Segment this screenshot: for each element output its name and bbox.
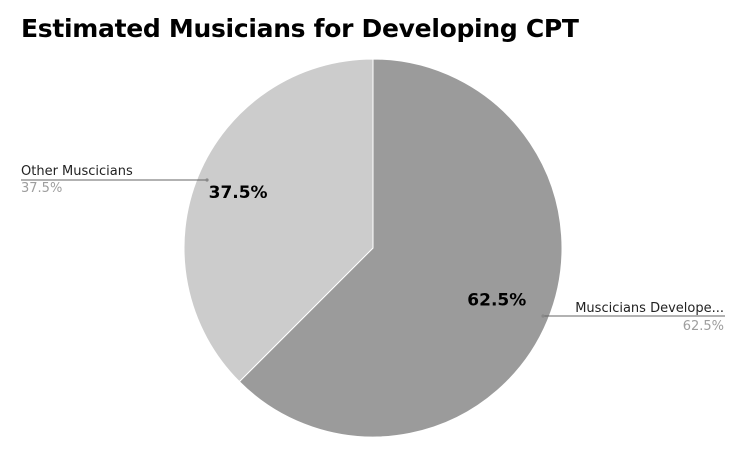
callout-dot-musicians-developing (541, 314, 545, 318)
callout-lines (21, 178, 725, 318)
slice-musicians-developing[interactable] (238, 58, 563, 438)
callout-name-other-musicians: Other Muscicians (21, 164, 133, 179)
callout-pct-musicians-developing: 62.5% (683, 319, 724, 334)
data-label-other-musicians: 37.5% (209, 183, 268, 203)
callout-pct-other-musicians: 37.5% (21, 181, 62, 196)
pie-slices (183, 58, 563, 438)
data-label-musicians-developing: 62.5% (467, 290, 526, 310)
chart-title: Estimated Musicians for Developing CPT (21, 14, 579, 43)
slice-other-musicians[interactable] (183, 58, 374, 383)
callout-name-musicians-developing: Muscicians Develope... (575, 301, 724, 316)
callout-dot-other-musicians (205, 178, 209, 182)
